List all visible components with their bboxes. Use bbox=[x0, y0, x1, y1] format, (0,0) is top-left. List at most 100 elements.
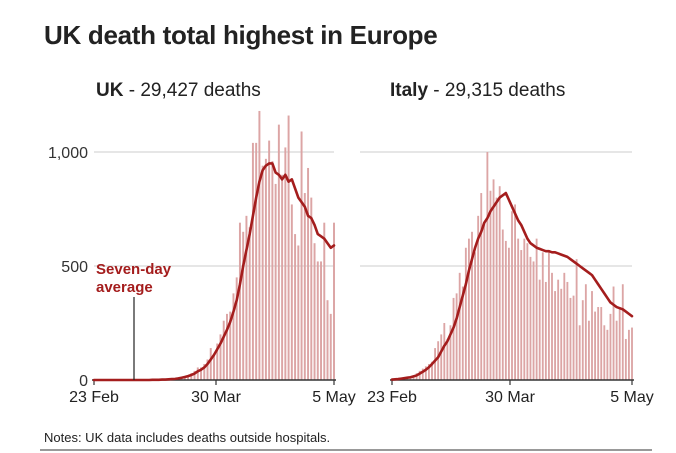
uk-bar bbox=[333, 222, 335, 380]
uk-y-tick-label: 0 bbox=[79, 373, 88, 390]
italy-bar bbox=[489, 190, 492, 380]
uk-bar bbox=[294, 234, 297, 380]
italy-bar bbox=[483, 222, 486, 380]
uk-bar bbox=[316, 261, 319, 380]
italy-bar bbox=[437, 341, 440, 380]
uk-bar bbox=[222, 320, 225, 380]
italy-seven-day-average-line bbox=[390, 191, 634, 381]
italy-bar bbox=[520, 250, 523, 380]
uk-bar bbox=[300, 131, 303, 380]
italy-bar bbox=[446, 338, 449, 380]
uk-bar bbox=[206, 359, 209, 380]
italy-bar bbox=[572, 295, 575, 380]
uk-bar bbox=[284, 147, 287, 380]
italy-bar bbox=[428, 364, 430, 380]
italy-bar bbox=[486, 152, 489, 380]
italy-bar bbox=[591, 291, 593, 380]
italy-bar bbox=[421, 368, 424, 380]
uk-bar bbox=[277, 124, 280, 380]
chart-title: UK death total highest in Europe bbox=[44, 20, 438, 50]
uk-deaths-total: - 29,427 deaths bbox=[123, 80, 261, 101]
italy-bar bbox=[621, 284, 624, 380]
uk-bar bbox=[281, 174, 284, 380]
italy-bar bbox=[529, 256, 532, 380]
bottom-rule bbox=[40, 449, 652, 451]
uk-bar bbox=[255, 142, 258, 380]
italy-bar bbox=[452, 297, 455, 380]
uk-bar bbox=[261, 165, 264, 380]
italy-country-label: Italy bbox=[390, 80, 429, 101]
uk-bar bbox=[229, 311, 232, 380]
italy-bar bbox=[538, 279, 541, 380]
uk-bar bbox=[326, 300, 329, 380]
italy-bar bbox=[492, 179, 495, 380]
uk-x-tick-label: 30 Mar bbox=[191, 389, 241, 406]
italy-bar bbox=[464, 247, 467, 380]
italy-bar bbox=[498, 186, 501, 380]
uk-bar bbox=[216, 343, 219, 380]
italy-bar bbox=[461, 286, 464, 380]
uk-bar bbox=[213, 354, 215, 380]
italy-bar bbox=[575, 259, 578, 380]
italy-bar bbox=[471, 231, 473, 380]
italy-bar bbox=[551, 272, 553, 380]
uk-bar bbox=[238, 222, 241, 380]
seven-day-annotation-line1: Seven-day bbox=[96, 261, 172, 278]
uk-bar bbox=[258, 110, 261, 381]
italy-bar bbox=[501, 229, 504, 380]
italy-bar bbox=[606, 329, 609, 380]
italy-bar bbox=[569, 297, 572, 380]
italy-bar bbox=[495, 197, 498, 380]
italy-bar bbox=[508, 247, 510, 380]
uk-bar bbox=[251, 142, 254, 380]
uk-bar bbox=[329, 313, 332, 380]
italy-bar bbox=[480, 193, 483, 380]
italy-bar bbox=[424, 366, 427, 380]
italy-deaths-total: - 29,315 deaths bbox=[428, 80, 566, 101]
uk-panel-title: UK - 29,427 deaths bbox=[96, 80, 261, 102]
italy-bar bbox=[609, 313, 612, 380]
italy-bar bbox=[526, 243, 529, 380]
uk-bar bbox=[323, 222, 326, 380]
italy-bar bbox=[504, 240, 507, 380]
uk-bar bbox=[196, 367, 199, 380]
italy-bar bbox=[412, 375, 415, 380]
uk-bar bbox=[245, 215, 248, 380]
uk-bar bbox=[313, 243, 316, 380]
italy-bar bbox=[514, 204, 516, 380]
italy-bar bbox=[554, 291, 556, 380]
italy-bar bbox=[458, 272, 461, 380]
uk-bar bbox=[193, 370, 196, 380]
italy-bar bbox=[455, 293, 458, 380]
italy-panel-title: Italy - 29,315 deaths bbox=[390, 80, 565, 102]
italy-bar bbox=[563, 272, 566, 380]
uk-bar bbox=[271, 161, 274, 380]
uk-bar bbox=[203, 364, 206, 380]
italy-bar bbox=[449, 325, 452, 380]
uk-bar bbox=[268, 140, 271, 380]
uk-bar bbox=[226, 313, 228, 380]
uk-y-tick-label: 500 bbox=[61, 259, 88, 276]
uk-bar bbox=[248, 227, 251, 380]
italy-bar bbox=[468, 238, 470, 380]
uk-bar bbox=[320, 261, 322, 380]
uk-bar bbox=[307, 167, 310, 380]
uk-country-label: UK bbox=[96, 80, 124, 101]
italy-bar bbox=[541, 252, 544, 380]
uk-bar bbox=[242, 231, 245, 380]
italy-bar bbox=[581, 300, 584, 380]
italy-bar bbox=[532, 261, 535, 380]
italy-bar bbox=[628, 329, 630, 380]
italy-bar bbox=[594, 311, 596, 380]
uk-bar bbox=[274, 183, 277, 380]
italy-bar bbox=[612, 286, 615, 380]
uk-bar bbox=[290, 204, 293, 380]
italy-bar bbox=[557, 279, 560, 380]
uk-bar bbox=[235, 277, 238, 380]
italy-bar bbox=[474, 252, 476, 380]
italy-bar bbox=[631, 327, 633, 380]
notes-text: Notes: UK data includes deaths outside h… bbox=[44, 430, 331, 445]
italy-bar bbox=[597, 307, 600, 380]
italy-bar bbox=[535, 238, 538, 380]
